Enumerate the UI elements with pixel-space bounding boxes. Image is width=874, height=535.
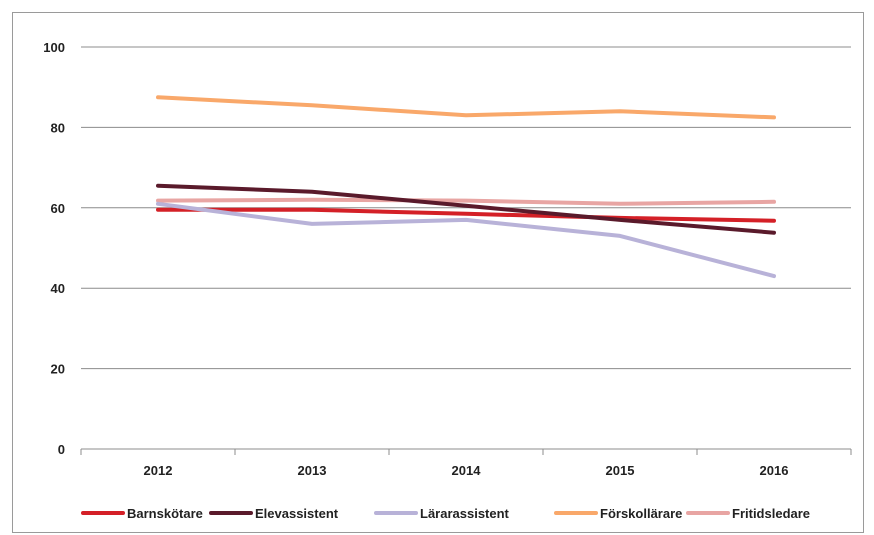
y-axis-ticks: 0 20 40 60 80 100	[43, 40, 65, 457]
line-chart: 0 20 40 60 80 100 2012 2013 2014 2015 2016 Barnsk…	[43, 40, 852, 521]
y-tick-label: 0	[58, 442, 65, 457]
legend-label: Elevassistent	[255, 506, 339, 521]
x-axis	[80, 448, 852, 455]
series-line-2	[156, 201, 776, 279]
chart-frame: 0 20 40 60 80 100 2012 2013 2014 2015 2016 Barnsk…	[12, 12, 864, 533]
series-line-4	[156, 197, 776, 206]
y-tick-label: 20	[51, 362, 65, 377]
y-tick-label: 40	[51, 281, 65, 296]
legend-label: Förskollärare	[600, 506, 682, 521]
x-tick-label: 2016	[760, 463, 789, 478]
legend: Barnskötare Elevassistent Lärarassistent Fö…	[81, 506, 810, 521]
y-tick-label: 100	[43, 40, 65, 55]
x-tick-label: 2012	[144, 463, 173, 478]
series-lines	[156, 95, 776, 279]
x-tick-label: 2015	[606, 463, 635, 478]
series-line-3	[156, 95, 776, 120]
series-line-1	[156, 183, 776, 235]
y-tick-label: 80	[51, 120, 65, 135]
x-axis-ticks: 2012 2013 2014 2015 2016	[144, 463, 789, 478]
x-tick-label: 2013	[298, 463, 327, 478]
series-line-0	[156, 207, 776, 223]
legend-label: Fritidsledare	[732, 506, 810, 521]
legend-label: Lärarassistent	[420, 506, 510, 521]
y-tick-label: 60	[51, 201, 65, 216]
x-tick-label: 2014	[452, 463, 482, 478]
legend-label: Barnskötare	[127, 506, 203, 521]
